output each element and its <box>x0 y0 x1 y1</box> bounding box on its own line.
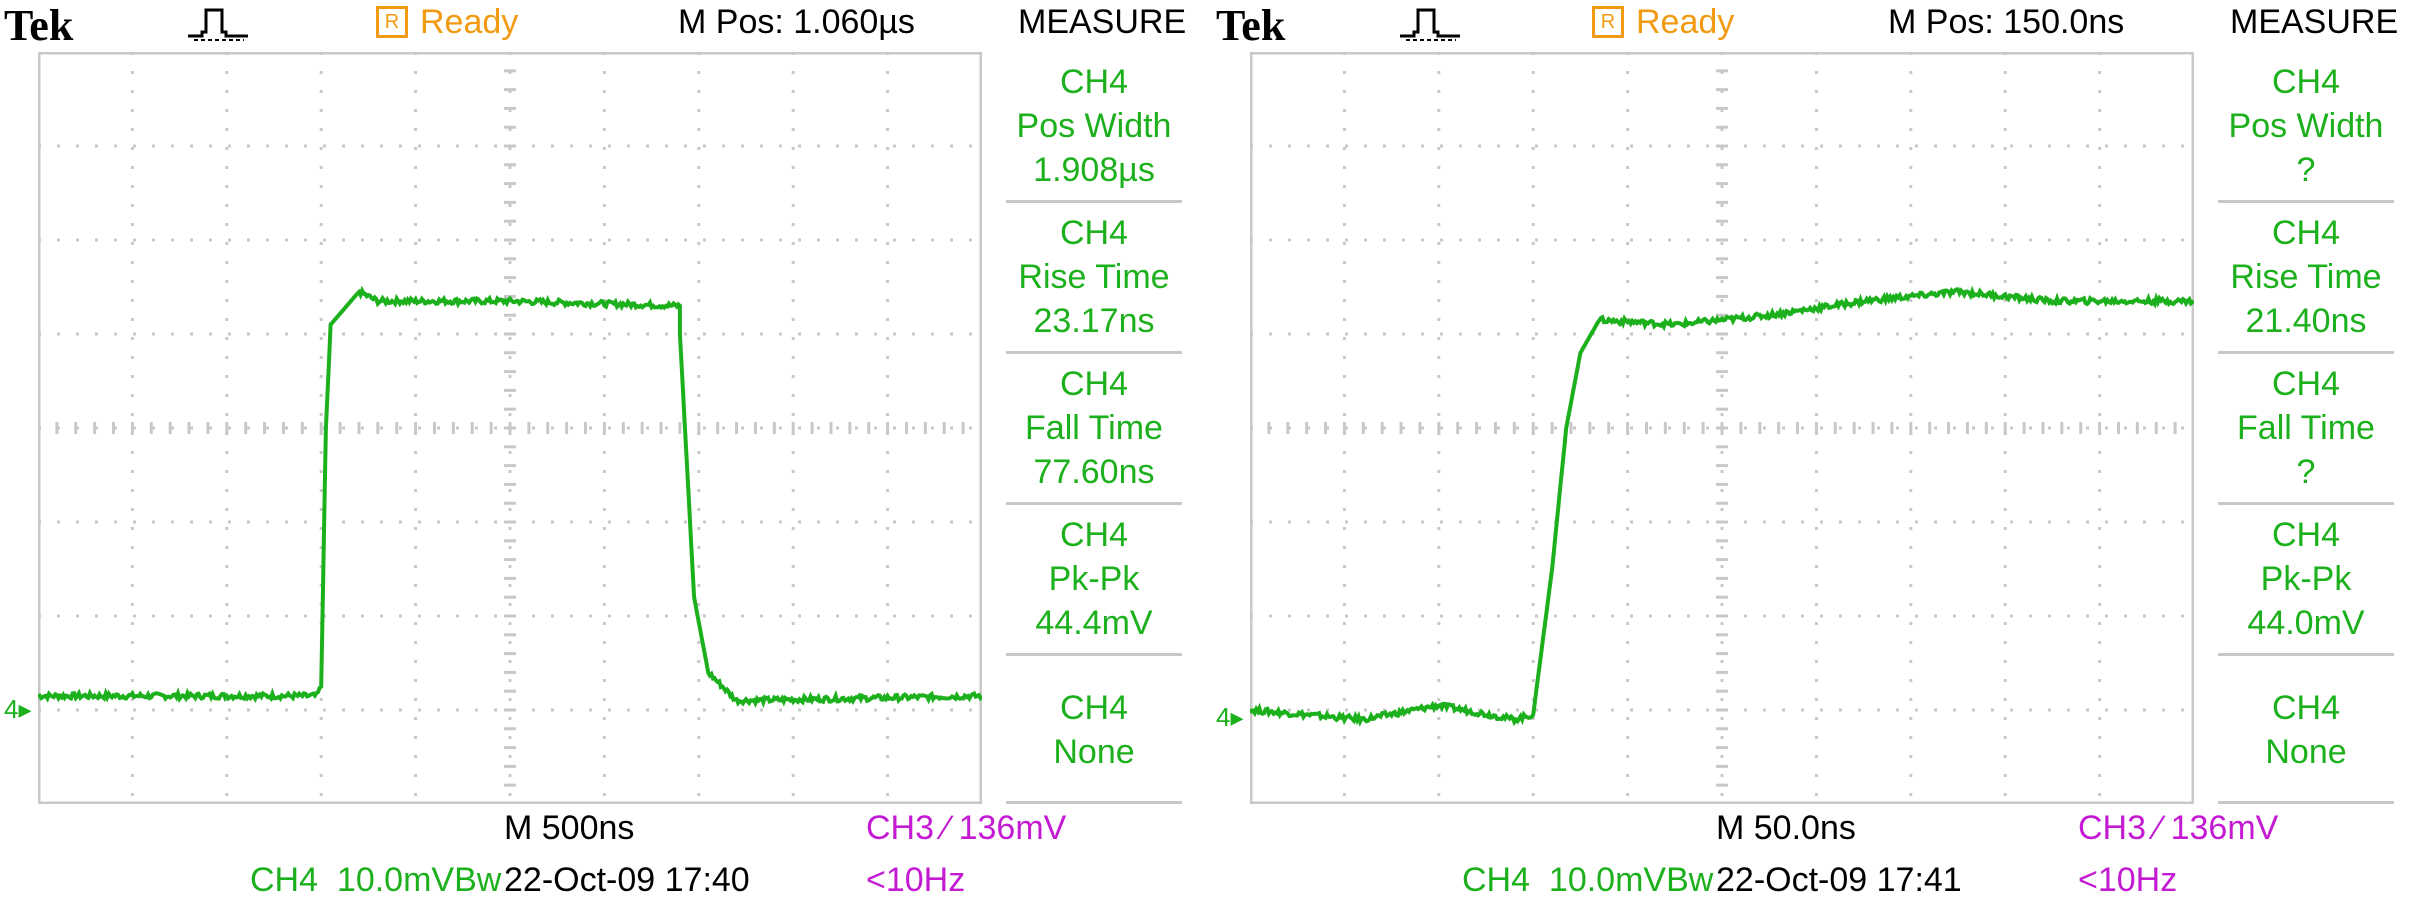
measurement-rise-time[interactable]: CH4 Rise Time 23.17ns <box>1018 214 1170 340</box>
divider <box>2218 351 2394 354</box>
waveform-graticule <box>38 52 982 804</box>
ch4-waveform <box>1250 285 2194 727</box>
status-label: Ready <box>1636 2 1735 41</box>
divider <box>2218 200 2394 203</box>
run-state-icon: R <box>1592 6 1624 38</box>
horizontal-position: M Pos: 150.0ns <box>1888 3 2125 41</box>
measurement-none[interactable]: CH4 None <box>2265 689 2347 771</box>
pulse-trigger-icon <box>188 8 248 41</box>
timebase-readout: M 500ns <box>504 809 635 847</box>
measurement-pk-pk[interactable]: CH4 Pk-Pk 44.4mV <box>1035 516 1153 642</box>
brand-logo: Tek <box>1216 1 1286 50</box>
scope-screen-right: Tek R Ready M Pos: 150.0ns MEASURE 4▸ CH… <box>1212 0 2424 912</box>
divider <box>1006 351 1182 354</box>
measure-menu-title: MEASURE <box>1018 3 1187 41</box>
datetime-readout: 22-Oct-09 17:41 <box>1716 861 1962 899</box>
measure-panel: CH4 Pos Width ? CH4 Rise Time 21.40ns CH… <box>2218 52 2394 804</box>
divider <box>2218 801 2394 804</box>
pulse-trigger-icon <box>1400 8 1460 41</box>
measurement-pos-width[interactable]: CH4 Pos Width 1.908µs <box>1016 63 1172 189</box>
datetime-readout: 22-Oct-09 17:40 <box>504 861 750 899</box>
ch4-ground-marker: 4▸ <box>1216 702 1244 732</box>
divider <box>1006 200 1182 203</box>
measurement-none[interactable]: CH4 None <box>1053 689 1135 771</box>
run-state-icon: R <box>376 6 408 38</box>
channel-scale-readout: CH4 10.0mVBᴡ <box>250 861 502 899</box>
measurement-pos-width[interactable]: CH4 Pos Width ? <box>2228 63 2384 189</box>
ch4-waveform <box>38 285 982 709</box>
ch4-ground-marker: 4▸ <box>4 694 32 724</box>
measure-menu-title: MEASURE <box>2230 3 2399 41</box>
divider <box>1006 653 1182 656</box>
measurement-fall-time[interactable]: CH4 Fall Time ? <box>2237 365 2375 491</box>
divider <box>2218 502 2394 505</box>
trigger-readout: CH3 ∕ 136mV <box>866 809 1067 847</box>
trigger-readout: CH3 ∕ 136mV <box>2078 809 2279 847</box>
measurement-pk-pk[interactable]: CH4 Pk-Pk 44.0mV <box>2247 516 2365 642</box>
divider <box>1006 502 1182 505</box>
brand-logo: Tek <box>4 1 74 50</box>
divider <box>2218 653 2394 656</box>
channel-scale-readout: CH4 10.0mVBᴡ <box>1462 861 1714 899</box>
trigger-frequency-readout: <10Hz <box>2078 861 2178 899</box>
acquisition-status: R Ready <box>1592 0 1734 44</box>
status-label: Ready <box>420 2 519 41</box>
scope-screen-left: Tek R Ready M Pos: 1.060µs MEASURE 4▸ CH… <box>4 0 1187 899</box>
horizontal-position: M Pos: 1.060µs <box>678 3 915 41</box>
measurement-rise-time[interactable]: CH4 Rise Time 21.40ns <box>2230 214 2382 340</box>
measure-panel: CH4 Pos Width 1.908µs CH4 Rise Time 23.1… <box>1006 52 1182 804</box>
trigger-frequency-readout: <10Hz <box>866 861 966 899</box>
divider <box>1006 801 1182 804</box>
timebase-readout: M 50.0ns <box>1716 809 1856 847</box>
waveform-graticule <box>1250 52 2194 804</box>
measurement-fall-time[interactable]: CH4 Fall Time 77.60ns <box>1025 365 1163 491</box>
acquisition-status: R Ready <box>376 0 518 44</box>
